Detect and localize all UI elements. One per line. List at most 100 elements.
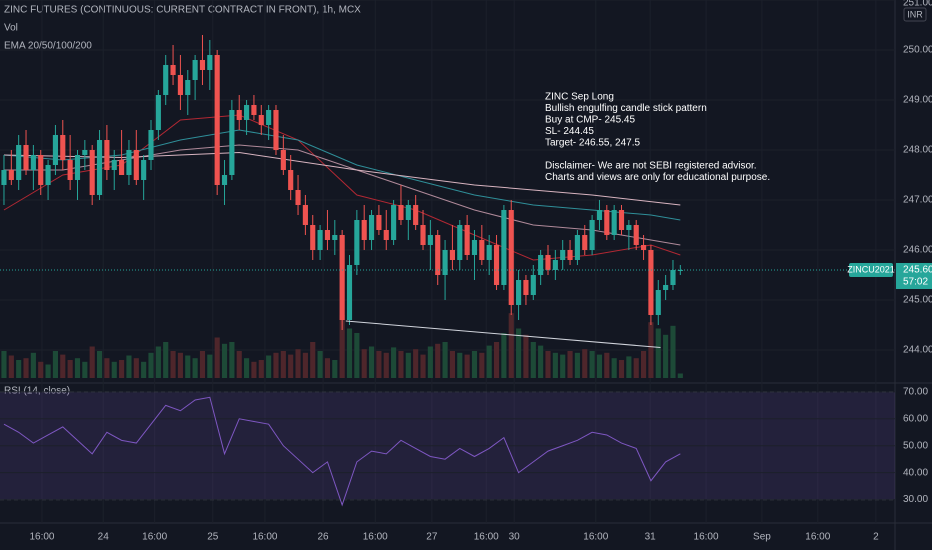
volume-bar: [251, 361, 257, 378]
volume-bar: [126, 355, 132, 378]
candle-body: [398, 205, 404, 220]
candle-body: [244, 105, 250, 120]
candle-body: [288, 170, 294, 190]
candle-body: [346, 265, 353, 320]
annotation-line: SL- 244.45: [545, 126, 594, 137]
candle-body: [589, 220, 595, 250]
x-tick-label: 30: [509, 532, 521, 543]
y-tick-label: 248.00: [903, 145, 932, 156]
x-tick-label: 26: [317, 532, 329, 543]
rsi-tick-label: 30.00: [903, 494, 928, 505]
candle-body: [89, 150, 95, 195]
candle-body: [302, 205, 308, 225]
candle-body: [126, 150, 132, 175]
volume-bar: [663, 334, 669, 378]
candle-body: [633, 225, 639, 245]
volume-bar: [74, 358, 81, 378]
candle-body: [45, 165, 51, 185]
y-tick-label: 245.00: [903, 295, 932, 306]
volume-bar: [457, 352, 463, 378]
volume-bar: [214, 337, 220, 378]
candle-body: [280, 150, 286, 170]
candle-body: [427, 235, 433, 245]
volume-bar: [221, 343, 228, 378]
candle-body: [192, 60, 198, 80]
candle-body: [640, 245, 647, 250]
x-tick-label: 16:00: [142, 532, 167, 543]
candle-body: [104, 140, 110, 170]
candle-body: [170, 65, 176, 75]
candle-body: [486, 245, 492, 260]
annotation-line: ZINC Sep Long: [545, 92, 614, 103]
volume-bar: [185, 355, 191, 378]
annotation-line: Disclaimer- We are not SEBI registered a…: [545, 161, 757, 172]
candle-body: [324, 230, 331, 240]
volume-bar: [273, 352, 279, 378]
currency-box: [903, 7, 927, 22]
candle-body: [618, 210, 625, 230]
candle-body: [229, 110, 235, 175]
volume-bar: [163, 342, 169, 378]
volume-bar: [442, 342, 448, 378]
candle-body: [30, 155, 36, 170]
x-tick-label: 16:00: [474, 532, 499, 543]
candle-body: [391, 205, 397, 240]
candle-body: [251, 105, 257, 115]
x-tick-label: Sep: [753, 532, 771, 543]
candle-body: [574, 235, 580, 260]
volume-bar: [82, 361, 88, 378]
volume-bar: [567, 351, 573, 378]
volume-bar: [310, 342, 316, 378]
candle-body: [163, 65, 169, 95]
candle-body: [111, 160, 117, 170]
candle-body: [626, 225, 632, 230]
volume-bar: [155, 346, 161, 378]
x-tick-label: 16:00: [694, 532, 719, 543]
volume-bar: [449, 351, 455, 378]
volume-bar: [339, 315, 345, 378]
candle-body: [185, 80, 191, 95]
x-tick-label: 16:00: [29, 532, 54, 543]
symbol-tag: [849, 263, 893, 277]
candle-body: [405, 205, 411, 220]
volume-bar: [552, 352, 558, 378]
volume-bar: [574, 352, 580, 378]
volume-bar: [427, 346, 433, 378]
candle-body: [538, 255, 544, 275]
volume-bar: [8, 355, 14, 378]
volume-bar: [655, 328, 661, 378]
x-tick-label: 24: [98, 532, 110, 543]
volume-bar: [170, 351, 176, 378]
x-tick-label: 16:00: [583, 532, 608, 543]
volume-bar: [141, 361, 147, 378]
volume-bar: [207, 354, 213, 378]
candle-body: [148, 130, 154, 160]
x-tick-label: 25: [207, 532, 219, 543]
vol-label: Vol: [4, 23, 18, 34]
symbol-title: ZINC FUTURES (CONTINUOUS: CURRENT CONTRA…: [4, 5, 361, 16]
candle-body: [354, 220, 360, 265]
candle-body: [52, 135, 59, 165]
volume-bar: [324, 358, 331, 378]
volume-bar: [464, 354, 470, 378]
annotation-line: Buy at CMP- 245.45: [545, 115, 635, 126]
candle-body: [648, 250, 654, 315]
volume-bar: [52, 351, 59, 378]
y-tick-label: 249.00: [903, 95, 932, 106]
volume-bar: [295, 349, 301, 378]
candle-body: [155, 95, 161, 130]
candle-body: [677, 270, 683, 271]
candle-body: [119, 160, 125, 175]
volume-bar: [177, 352, 183, 378]
candle-body: [604, 210, 610, 235]
volume-bar: [199, 351, 206, 378]
volume-bar: [38, 361, 44, 378]
volume-bar: [280, 351, 286, 378]
y-tick-label: 244.00: [903, 345, 932, 356]
x-tick-label: 31: [645, 532, 657, 543]
candle-body: [1, 170, 7, 185]
volume-bar: [45, 364, 51, 378]
volume-bar: [486, 345, 492, 378]
